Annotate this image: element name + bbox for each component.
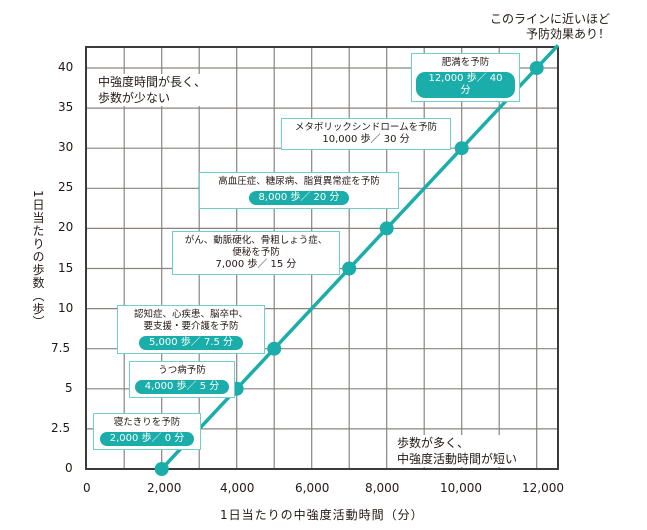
y-tick-label: 5 bbox=[65, 380, 73, 395]
data-point bbox=[529, 61, 544, 75]
y-tick-label: 40 bbox=[58, 60, 74, 74]
annotation-box: 寝たきりを予防 2,000 歩／ 0 分 bbox=[93, 413, 201, 450]
x-tick-label: 10,000 bbox=[440, 481, 482, 495]
note-line: 中強度活動時間が短い bbox=[397, 452, 518, 466]
annotation-value: 2,000 歩／ 0 分 bbox=[99, 432, 195, 446]
chart-title: このラインに近いほど 予防効果あり！ bbox=[490, 12, 610, 42]
annotation-label: 寝たきりを予防 bbox=[113, 417, 181, 428]
y-tick-label: 15 bbox=[58, 260, 74, 275]
annotation-box: うつ病予防 4,000 歩／ 5 分 bbox=[129, 361, 235, 398]
note-bottom-right: 歩数が多く、中強度活動時間が短い bbox=[395, 435, 520, 467]
annotation-label: 高血圧症、糖尿病、脂質異常症を予防 bbox=[218, 176, 380, 187]
title-line: このラインに近いほど bbox=[490, 12, 611, 26]
data-point bbox=[154, 462, 169, 476]
annotation-value: 5,000 歩／ 7.5 分 bbox=[138, 336, 244, 350]
annotation-label: 要支援・要介護を予防 bbox=[143, 321, 239, 332]
y-tick-label: 30 bbox=[58, 140, 74, 155]
series-line bbox=[160, 44, 560, 471]
y-tick-label: 7.5 bbox=[51, 340, 71, 355]
annotation-label: うつ病予防 bbox=[158, 365, 206, 376]
annotation-label: メタボリックシンドロームを予防 bbox=[294, 122, 438, 133]
annotation-box: 認知症、心疾患、脳卒中、 要支援・要介護を予防 5,000 歩／ 7.5 分 bbox=[117, 305, 265, 354]
data-point bbox=[342, 261, 357, 276]
y-tick-label: 25 bbox=[58, 180, 74, 195]
y-tick-label: 2.5 bbox=[51, 420, 71, 435]
y-tick-label: 0 bbox=[65, 461, 73, 475]
annotation-label: 認知症、心疾患、脳卒中、 bbox=[133, 309, 248, 320]
x-tick-label: 4,000 bbox=[220, 481, 255, 495]
annotation-value: 4,000 歩／ 5 分 bbox=[134, 380, 230, 394]
annotation-box: 肥満を予防 12,000 歩／ 40 分 bbox=[411, 53, 520, 102]
y-axis-label: 1日当たりの歩数（歩） bbox=[31, 190, 45, 329]
x-tick-label: 6,000 bbox=[295, 481, 330, 495]
note-top-left: 中強度時間が長く、 歩数が少ない bbox=[96, 74, 209, 106]
plot-frame bbox=[85, 46, 559, 470]
title-line: 予防効果あり！ bbox=[526, 27, 611, 41]
annotation-box: 高血圧症、糖尿病、脂質異常症を予防 8,000 歩／ 20 分 bbox=[199, 172, 399, 209]
annotation-value: 10,000 歩／ 30 分 bbox=[322, 134, 410, 145]
x-tick-label: 8,000 bbox=[365, 481, 400, 495]
x-tick-label: 12,000 bbox=[522, 481, 564, 495]
x-tick-label: 0 bbox=[83, 481, 91, 495]
annotation-value: 12,000 歩／ 40 分 bbox=[416, 72, 515, 98]
annotation-box: メタボリックシンドロームを予防 10,000 歩／ 30 分 bbox=[281, 118, 451, 150]
annotation-label: がん、動脈硬化、骨粗しょう症、 bbox=[184, 235, 328, 246]
annotation-label: 便秘を予防 bbox=[232, 247, 280, 258]
data-point bbox=[379, 221, 394, 236]
y-tick-label: 20 bbox=[58, 220, 74, 235]
annotation-value: 7,000 歩／ 15 分 bbox=[215, 259, 297, 270]
annotation-box: がん、動脈硬化、骨粗しょう症、 便秘を予防 7,000 歩／ 15 分 bbox=[172, 231, 340, 275]
y-tick-label: 35 bbox=[58, 100, 74, 115]
data-point bbox=[454, 141, 469, 156]
note-line: 歩数が多く、 bbox=[397, 436, 470, 450]
annotation-value: 8,000 歩／ 20 分 bbox=[248, 191, 350, 205]
annotation-label: 肥満を予防 bbox=[441, 57, 490, 68]
note-line: 中強度時間が長く、 bbox=[98, 75, 207, 89]
note-line: 歩数が少ない bbox=[98, 91, 171, 105]
y-tick-label: 10 bbox=[58, 300, 74, 315]
x-tick-label: 2,000 bbox=[147, 481, 182, 495]
x-axis-label: 1日当たりの中強度活動時間（分） bbox=[220, 508, 424, 522]
data-point bbox=[267, 341, 282, 356]
